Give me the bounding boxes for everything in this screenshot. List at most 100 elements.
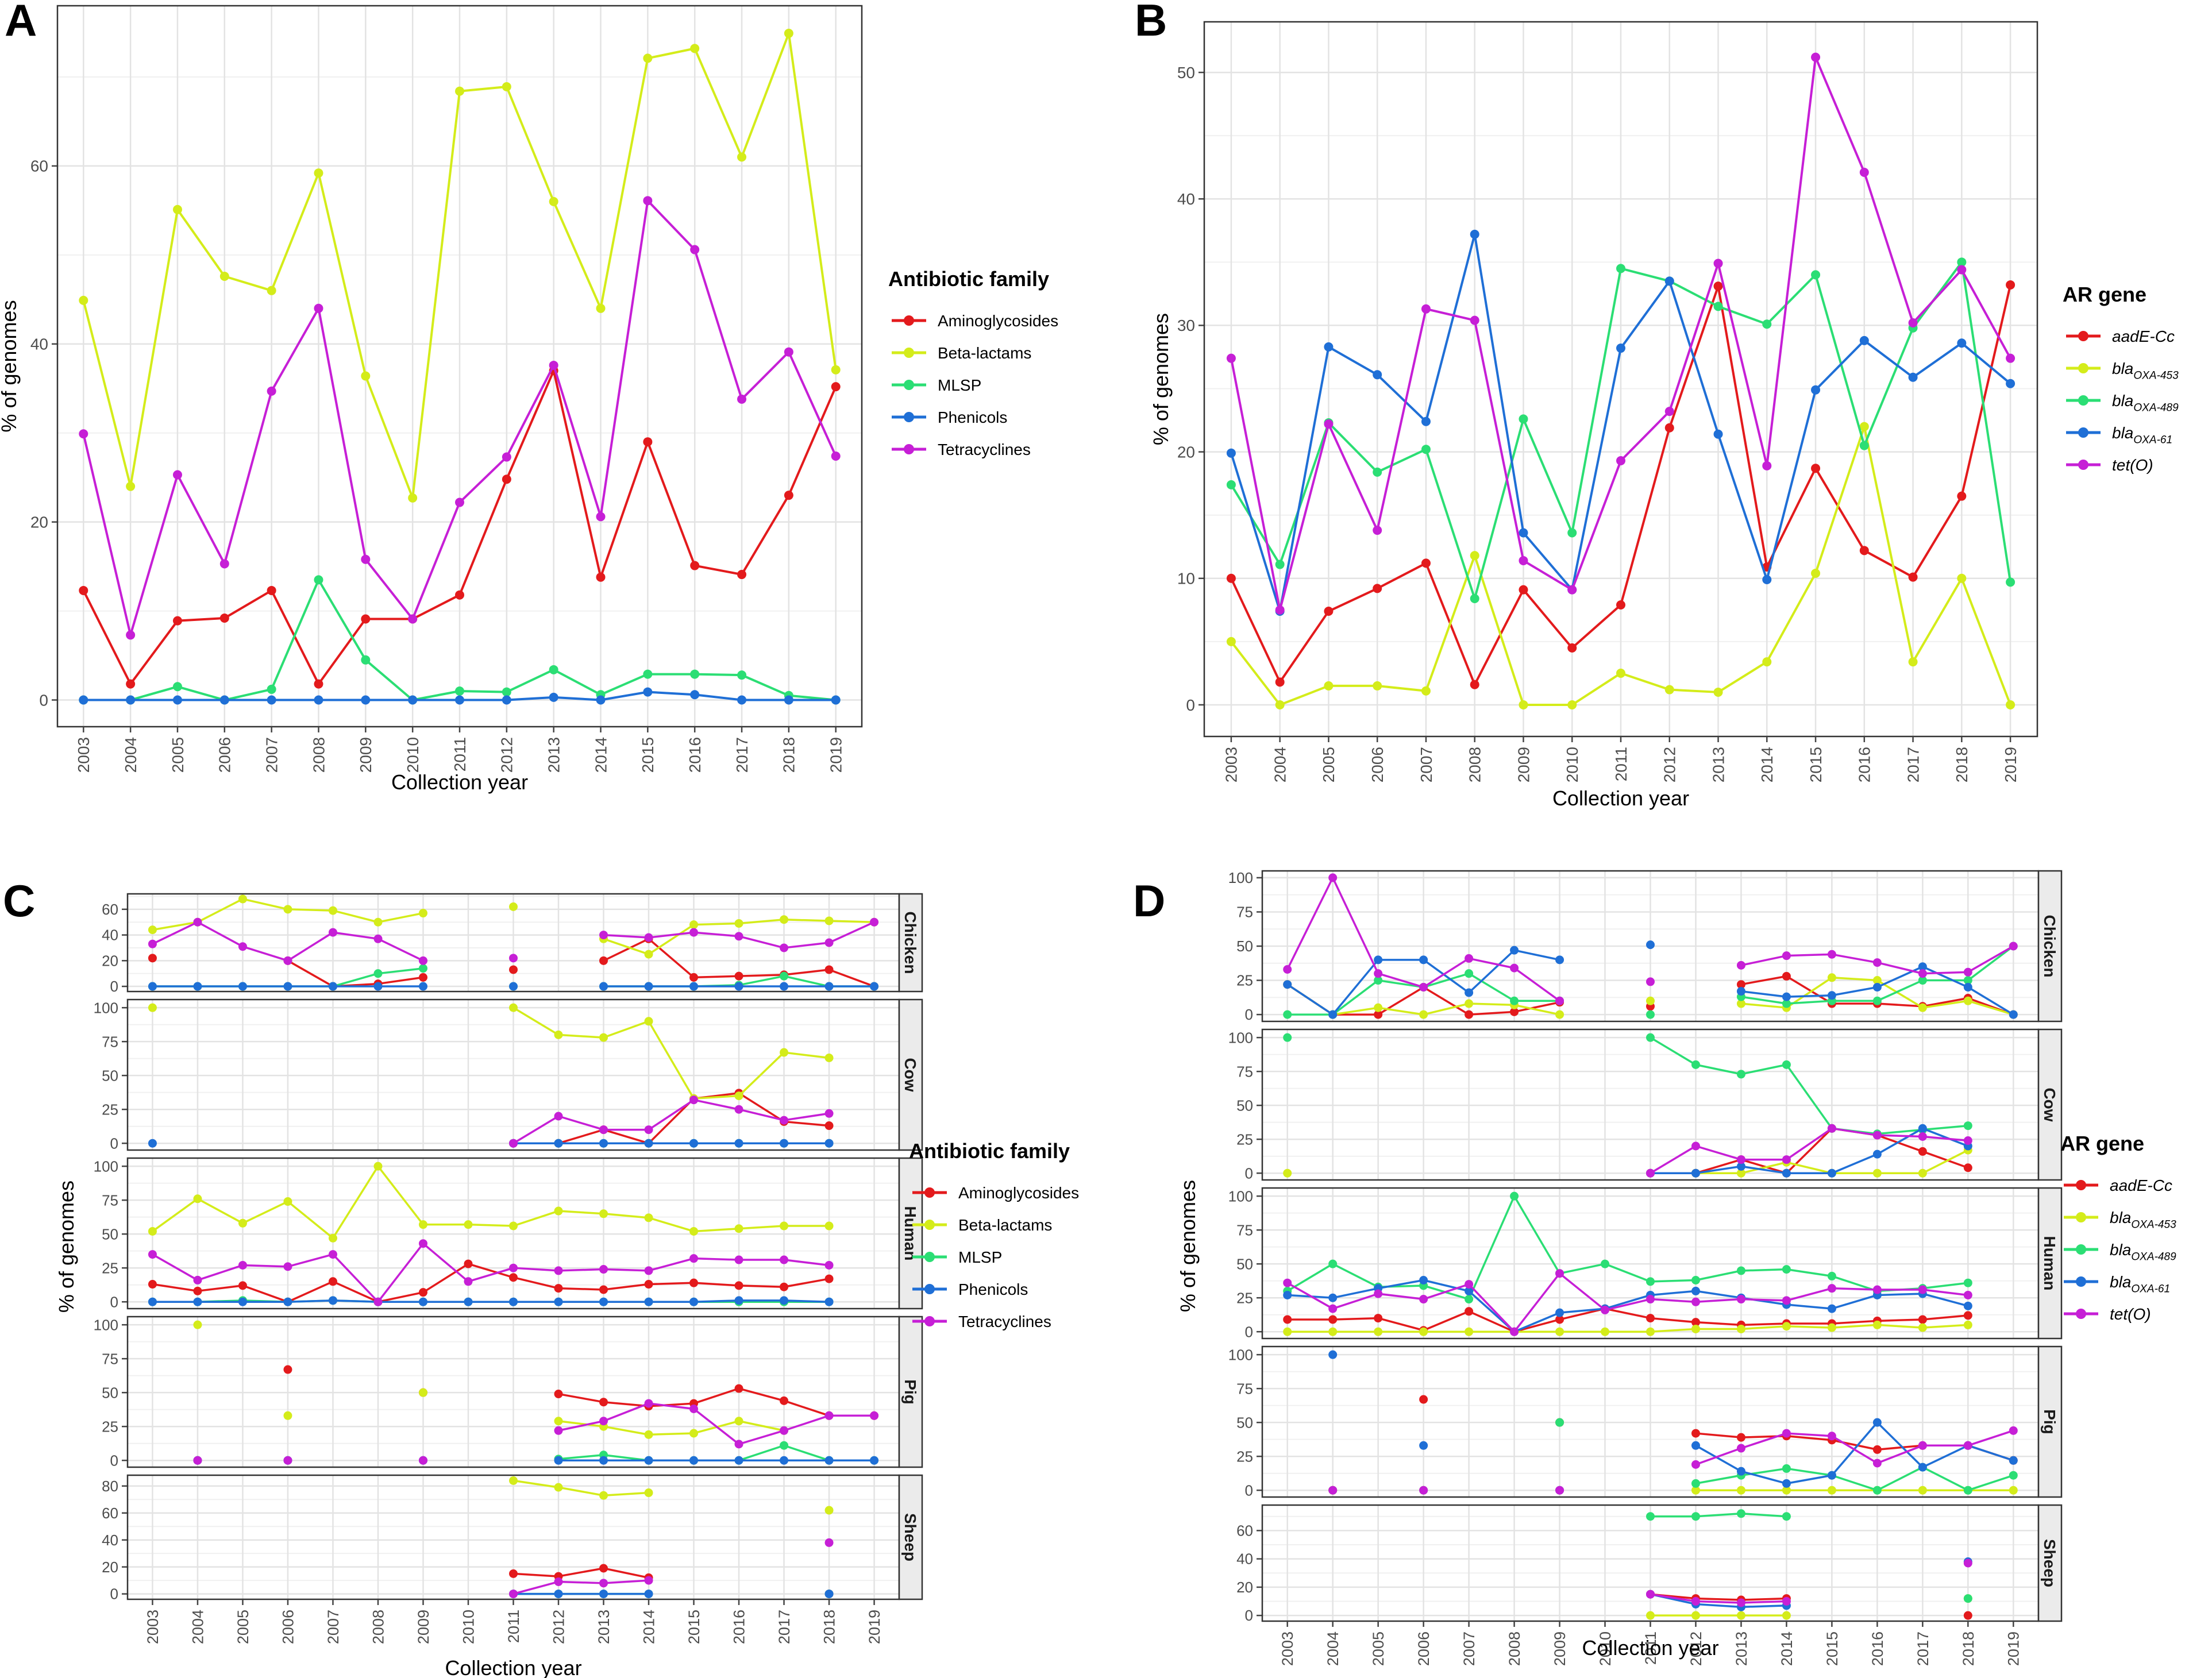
legend-title: Antibiotic family [909,1139,1070,1163]
x-tick-label: 2014 [1778,1631,1795,1666]
x-tick-label: 2014 [592,737,610,773]
data-point [1324,419,1334,429]
data-point [1811,568,1821,578]
facet-strip-label: Cow [901,1058,919,1091]
data-point [1275,700,1285,709]
data-point [361,371,371,381]
y-tick-label: 75 [1236,1221,1253,1239]
data-point [780,1456,789,1465]
data-point [549,665,558,674]
data-point [1275,560,1285,569]
data-point [599,1285,608,1294]
panel-a-x-axis: 2003 2004 2005 2006 2007 2008 2009 2010 2011 2012… [75,727,845,773]
y-tick-label: 0 [1245,1482,1253,1499]
legend-item: blaOXA-489 [2066,392,2179,414]
y-tick-label: 0 [110,1586,118,1603]
data-point [1646,1611,1655,1620]
x-tick-label: 2011 [505,1610,522,1643]
legend-item: MLSP [892,376,981,394]
data-point [1827,1124,1836,1133]
data-point [599,1398,608,1407]
data-point [780,1048,789,1057]
legend-key-point [924,1252,935,1262]
data-point [1646,1314,1655,1323]
x-tick-label: 2016 [730,1610,747,1644]
data-point [1762,574,1772,584]
data-point [1827,1486,1836,1495]
data-point [1555,955,1564,965]
data-point [780,971,789,981]
data-point [314,168,323,178]
facet-strip-label: Sheep [2041,1539,2059,1587]
data-point [1328,873,1338,882]
data-point [1827,973,1836,982]
data-point [870,1411,879,1420]
data-point [690,561,700,570]
data-point [283,956,292,965]
data-point [1872,976,1882,985]
data-point [734,1456,743,1465]
data-point [643,196,653,206]
x-tick-label: 2010 [404,737,422,773]
data-point [780,1296,789,1305]
series-blaoxa-453 [1328,1486,2018,1495]
data-point [1957,491,1967,501]
data-point [418,909,427,918]
data-point [554,1456,563,1465]
data-point [644,1430,653,1439]
data-point [734,1440,743,1449]
data-point [1419,1486,1428,1495]
data-point [1736,1509,1745,1518]
data-point [643,437,653,447]
data-point [79,585,88,595]
x-tick-label: 2008 [310,737,327,773]
x-tick-label: 2004 [1271,747,1289,782]
series-line [1287,1324,1968,1333]
data-point [1957,257,1967,267]
y-tick-label: 40 [102,1532,118,1549]
data-point [831,365,841,375]
x-tick-label: 2010 [1597,1631,1614,1666]
data-point [373,969,383,978]
data-point [1963,1320,1972,1329]
data-point [1736,1598,1745,1607]
data-point [172,695,182,705]
data-point [644,1125,653,1135]
x-tick-label: 2008 [369,1610,387,1644]
data-point [1283,1168,1292,1178]
data-point [644,1280,653,1289]
legend-label: Beta-lactams [938,344,1031,362]
data-point [1519,556,1528,565]
series-phenicols [79,687,841,705]
data-point [1782,992,1791,1001]
data-point [689,1095,699,1105]
data-point [824,1506,834,1515]
data-point [870,1456,879,1465]
data-point [509,902,518,911]
data-point [1646,1010,1655,1019]
x-tick-label: 2017 [1904,747,1922,782]
series-line [513,1567,649,1579]
data-point [1421,558,1431,568]
data-point [509,1297,518,1306]
x-tick-label: 2013 [545,737,562,773]
data-point [1283,965,1292,974]
series-tetracyclines [148,1239,834,1306]
data-point [1918,1323,1927,1332]
data-point [148,1297,157,1306]
data-point [267,386,276,396]
data-point [1691,1611,1700,1620]
data-point [509,1476,518,1485]
data-point [1616,600,1625,610]
series-line [1650,1036,1968,1135]
data-point [79,429,88,439]
data-point [599,1456,608,1465]
data-point [599,956,608,965]
data-point [418,973,427,982]
data-point [1713,302,1723,311]
facet-strip-label: Pig [901,1379,919,1405]
data-point [238,942,247,951]
data-point [1736,1168,1745,1178]
data-point [1646,1512,1655,1521]
legend-family: Antibiotic family Aminoglycosides Beta-lac… [909,1139,1079,1330]
